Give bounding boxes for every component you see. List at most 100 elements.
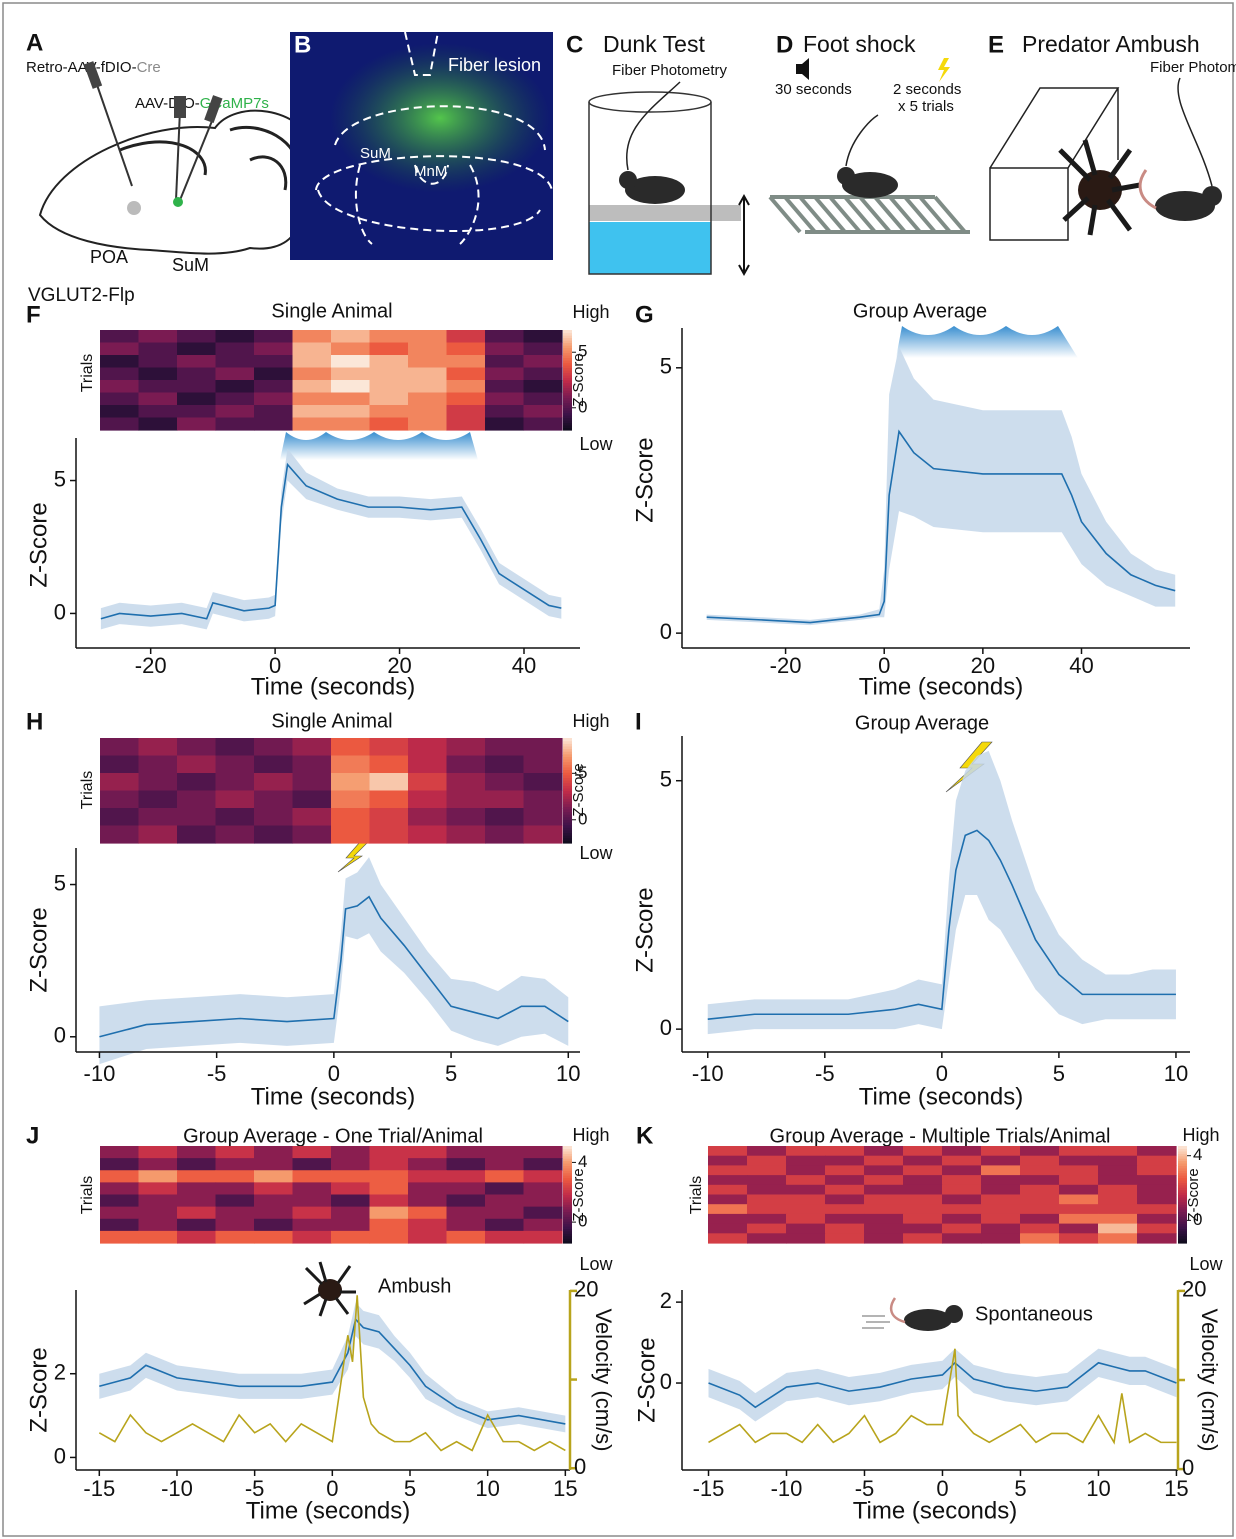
colorbar-tick-label: 0: [578, 397, 587, 416]
panel-d: D Foot shock 30 seconds 2 seconds x 5 tr…: [768, 31, 970, 234]
colorbar-segment: [563, 397, 572, 401]
heatmap-cell: [485, 367, 525, 381]
heatmap-cell: [1137, 1146, 1177, 1157]
heatmap-cell: [446, 1182, 486, 1196]
heatmap-cell: [408, 380, 448, 394]
heatmap-cell: [942, 1233, 982, 1244]
heatmap-cell: [903, 1165, 943, 1176]
heatmap-cell: [446, 738, 486, 757]
heatmap-cell: [100, 755, 140, 774]
heatmap-cell: [215, 1170, 255, 1183]
heatmap-cell: [369, 755, 409, 774]
colorbar-segment: [1178, 1179, 1187, 1183]
heatmap-cell: [215, 755, 255, 774]
heatmap-cell: [254, 392, 294, 406]
tone-label: 30 seconds: [775, 81, 852, 98]
heatmap-cell: [708, 1146, 748, 1157]
colorbar-segment: [563, 347, 572, 351]
heatmap-cell: [786, 1165, 826, 1176]
confidence-band: [99, 1302, 566, 1433]
colorbar-segment: [563, 1175, 572, 1179]
fiber-cable: [1177, 77, 1213, 187]
gcamp-signal: [330, 43, 550, 193]
x-tick-label: -20: [770, 653, 802, 678]
heatmap-cell: [331, 808, 371, 827]
colorbar-segment: [563, 759, 572, 763]
heatmap-cell: [331, 825, 371, 844]
heatmap-cell: [903, 1184, 943, 1196]
heatmap-cell: [408, 1218, 448, 1232]
heatmap-cell: [369, 1194, 409, 1208]
colorbar-segment: [563, 1148, 572, 1152]
colorbar-segment: [563, 761, 572, 765]
colorbar-segment: [563, 1221, 572, 1225]
colorbar-segment: [563, 822, 572, 826]
heatmap-cell: [485, 342, 525, 356]
heatmap-cell: [446, 825, 486, 844]
velocity-line: [708, 1348, 1177, 1445]
mouse-head: [619, 171, 637, 189]
colorbar-segment: [563, 1177, 572, 1181]
heatmap-cell: [446, 405, 486, 419]
shock-grid: [768, 195, 970, 234]
colorbar-segment: [563, 803, 572, 807]
heatmap-cell: [331, 1158, 371, 1171]
heatmap-cell: [1059, 1204, 1099, 1215]
syringe: [83, 61, 103, 89]
y-tick-label: 0: [54, 599, 66, 624]
heatmap-cell: [864, 1213, 904, 1225]
y-axis-label: Z-Score: [25, 907, 52, 992]
heatmap-cell: [100, 1218, 140, 1232]
colorbar-segment: [563, 415, 572, 419]
colorbar-segment: [563, 1211, 572, 1215]
colorbar-segment: [563, 795, 572, 799]
heatmap-cell: [523, 1194, 563, 1208]
heatmap-cell: [369, 1170, 409, 1183]
heatmap-cell: [215, 392, 255, 406]
heatmap-cell: [100, 790, 140, 809]
device-label: Fiber Photometry: [612, 62, 728, 79]
heatmap-cell: [215, 1230, 255, 1244]
colorbar-segment: [563, 777, 572, 781]
y-axis-label: Z-Score: [633, 1337, 660, 1422]
region-label: POA: [90, 247, 128, 267]
colorbar-segment: [563, 410, 572, 414]
heatmap-cell: [100, 808, 140, 827]
heatmap-cell: [138, 1194, 178, 1208]
colorbar-segment: [1178, 1223, 1187, 1227]
panel-label: E: [988, 31, 1004, 58]
y2-axis-label: Velocity (cm/s): [591, 1308, 616, 1451]
colorbar-segment: [563, 370, 572, 374]
colorbar-segment: [563, 377, 572, 381]
heatmap-cell: [331, 1170, 371, 1183]
heatmap-cell: [254, 773, 294, 792]
heatmap-cell: [485, 1194, 525, 1208]
heatmap-cell: [864, 1233, 904, 1244]
heatmap-cell: [292, 738, 332, 757]
heatmap-cell: [408, 1182, 448, 1196]
heatmap-cell: [177, 1170, 217, 1183]
heatmap-cell: [331, 405, 371, 419]
x-tick-label: -15: [693, 1476, 725, 1501]
heatmap-cell: [177, 1218, 217, 1232]
heatmap-cell: [1098, 1155, 1138, 1166]
confidence-band: [707, 750, 1176, 1035]
heatmap-cell: [786, 1184, 826, 1196]
heatmap-cell: [138, 330, 178, 344]
heatmap-cell: [408, 405, 448, 419]
y-axis-label: Z-Score: [631, 437, 658, 522]
x-tick-label: -5: [245, 1476, 265, 1501]
colorbar-segment: [563, 425, 572, 429]
heatmap-cell: [292, 755, 332, 774]
heatmap-cell: [369, 808, 409, 827]
heatmap-cell: [1059, 1175, 1099, 1186]
colorbar-segment: [563, 395, 572, 399]
colorbar-segment: [563, 824, 572, 828]
y-tick-label: 0: [54, 1023, 66, 1048]
heatmap-cell: [369, 1230, 409, 1244]
heatmap-cell: [177, 1182, 217, 1196]
heatmap-cell: [1059, 1213, 1099, 1225]
colorbar-high: High: [572, 711, 609, 731]
panel-label: H: [26, 708, 43, 735]
heatmap-cell: [708, 1204, 748, 1215]
